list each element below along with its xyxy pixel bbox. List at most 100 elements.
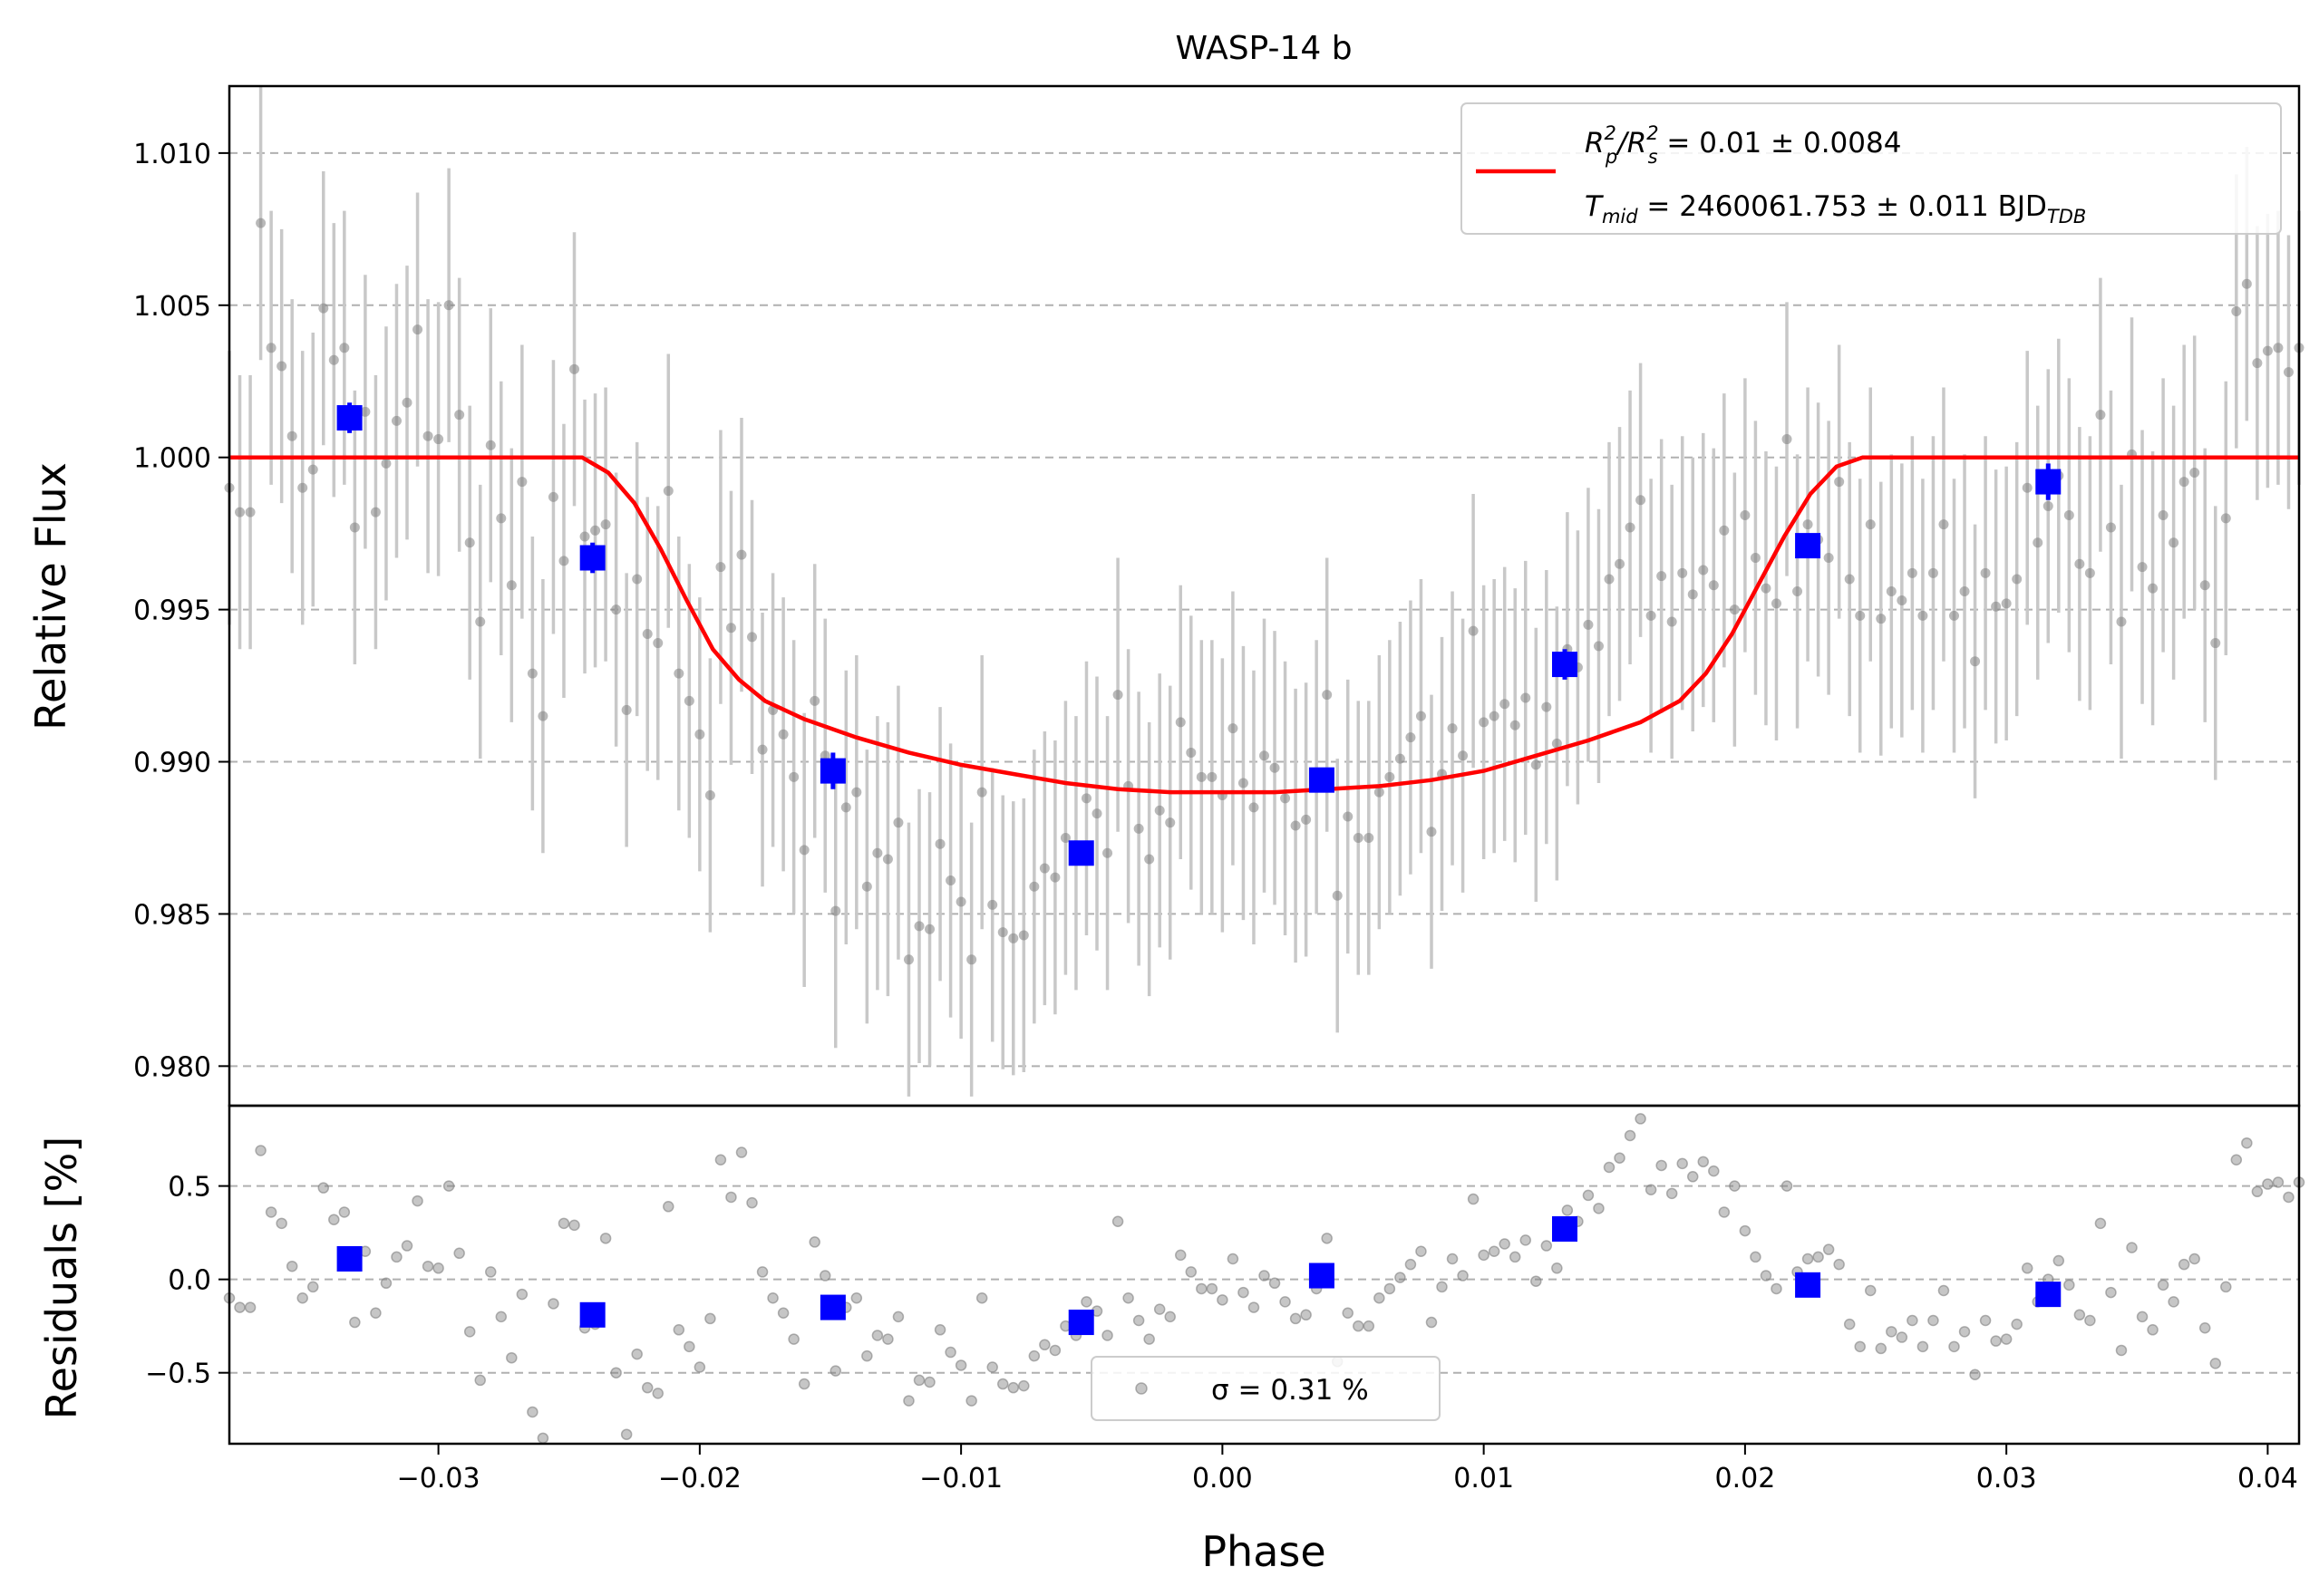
residual-point [1383,1282,1396,1295]
residual-point [1593,1203,1605,1214]
residual-point [2209,1358,2222,1369]
residual-point [924,1376,936,1388]
raw-point [2063,510,2074,521]
residual-point [663,1201,674,1213]
residual-point [725,1191,737,1204]
residual-point [1843,1318,1856,1330]
raw-point [1729,605,1740,615]
raw-point [966,954,977,965]
raw-point [2210,638,2221,649]
raw-point [1897,595,1907,606]
raw-point [2158,510,2169,521]
raw-point [1761,583,1771,594]
residual-point [2011,1318,2023,1330]
raw-point [830,905,841,916]
bottom-y-tick-label: 0.0 [168,1265,211,1297]
residual-point [276,1217,287,1230]
binned-point [1551,652,1577,678]
residual-point [1258,1270,1270,1282]
raw-point [903,954,914,965]
binned-residual-point [1068,1310,1094,1336]
residual-point [401,1240,413,1252]
residual-point [913,1374,926,1387]
raw-point [1415,711,1426,721]
raw-point [1290,820,1301,831]
binned-point [1795,533,1821,559]
residual-point [234,1301,246,1313]
residual-point [1217,1294,1228,1306]
raw-point [1740,510,1751,521]
raw-point [882,854,893,865]
raw-point [2022,482,2033,493]
raw-point [1927,567,1938,578]
bottom-y-ticks: −0.5 0.0 0.5 [145,1172,229,1390]
residual-point [1196,1282,1208,1295]
raw-point [799,845,810,856]
residual-point [850,1292,863,1304]
raw-point [1280,793,1291,804]
residual-point [684,1340,695,1353]
raw-point [1060,832,1071,843]
residual-point [1614,1152,1625,1164]
raw-point [297,482,308,493]
raw-point [1991,601,2002,612]
residual-point [882,1333,894,1345]
raw-point [725,623,736,634]
residual-point [391,1251,403,1263]
raw-point [402,397,412,408]
raw-point [674,668,684,679]
raw-point [256,218,267,228]
raw-point [360,406,371,417]
residual-point [1603,1161,1616,1174]
raw-point [1802,519,1813,530]
raw-point [527,668,538,679]
residual-point [1227,1253,1239,1265]
raw-point [1479,717,1489,728]
residual-point [1039,1339,1051,1351]
raw-point [747,632,758,643]
raw-point [1970,656,1981,667]
residual-point [2168,1296,2179,1308]
raw-point [2105,522,2116,533]
bottom-y-tick-label: 0.5 [168,1172,211,1204]
residual-point [1969,1369,1981,1381]
binned-residual-point [336,1245,363,1272]
residual-point [641,1381,654,1394]
x-tick-label: 0.04 [2237,1463,2298,1494]
top-y-tick-label: 0.995 [133,595,211,627]
residual-point [1132,1314,1145,1327]
residual-point [1686,1171,1699,1183]
raw-point [1248,802,1259,813]
raw-point [1980,567,1991,578]
residual-point [694,1361,706,1373]
legend-residual-marker [1135,1382,1148,1395]
residual-point [746,1196,758,1209]
residual-point [1655,1159,1667,1172]
residual-point [1927,1314,1939,1327]
residual-point [871,1330,884,1341]
raw-point [1458,750,1469,761]
raw-point [1384,771,1395,782]
raw-point [443,300,454,311]
residual-point [527,1406,539,1418]
raw-point [2199,580,2210,591]
residual-point [495,1311,508,1323]
raw-point [1677,567,1688,578]
residual-point [1801,1253,1814,1265]
raw-point [1750,553,1761,564]
raw-point [1447,723,1458,734]
bottom-legend-box [1091,1356,1441,1421]
residual-point [620,1428,633,1440]
bottom-axes-frame [228,1104,2301,1446]
raw-point [1322,690,1333,701]
residual-point [2272,1176,2285,1188]
residual-point [2063,1279,2075,1291]
binned-point [579,545,606,571]
raw-point [328,354,339,365]
residual-point [2126,1242,2138,1253]
raw-point [1698,565,1709,576]
raw-point [778,729,789,740]
residual-point [2230,1154,2243,1166]
binned-points [336,402,2062,866]
residual-point [861,1349,873,1362]
